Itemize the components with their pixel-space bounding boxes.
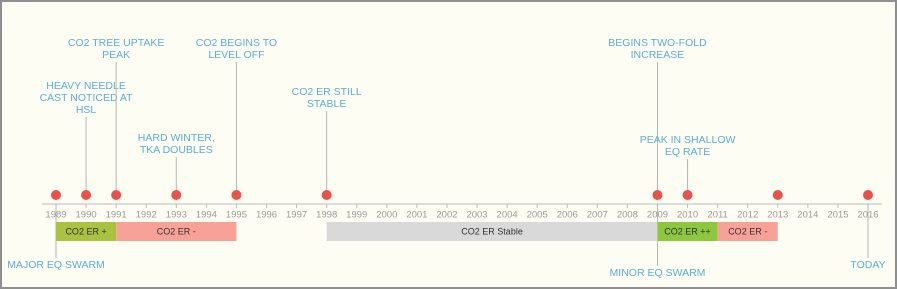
year-label: 1995 [226, 210, 247, 221]
year-label: 2013 [767, 210, 788, 221]
event-label: EQ RATE [665, 146, 710, 158]
year-label: 2004 [497, 210, 518, 221]
year-label: 1990 [76, 210, 97, 221]
period-label: CO2 ER ++ [664, 226, 711, 236]
event-label: TODAY [850, 259, 885, 271]
year-label: 1997 [286, 210, 307, 221]
event-label: HARD WINTER, [138, 132, 215, 144]
event-label: CO2 BEGINS TO [196, 37, 277, 49]
event-dot [772, 190, 783, 200]
period-label: CO2 ER - [728, 226, 767, 236]
year-label: 1999 [346, 210, 367, 221]
event-dot [111, 190, 122, 200]
event-label: BEGINS TWO-FOLD [608, 37, 707, 49]
event-label: MAJOR EQ SWARM [7, 259, 105, 271]
year-label: 2001 [406, 210, 427, 221]
event-label: PEAK [102, 49, 130, 61]
event-label: STABLE [307, 98, 347, 110]
event-dot [81, 190, 92, 200]
period-bar [326, 222, 658, 241]
year-label: 2000 [376, 210, 397, 221]
year-label: 1998 [316, 210, 337, 221]
event-dot [231, 190, 242, 200]
period-bar [56, 222, 117, 241]
period-label: CO2 ER Stable [461, 226, 523, 236]
year-label: 2015 [827, 210, 848, 221]
event-label: MINOR EQ SWARM [610, 267, 706, 279]
event-label: CO2 TREE UPTAKE [68, 37, 164, 49]
year-label: 2003 [466, 210, 487, 221]
event-dot [51, 190, 61, 200]
period-bar [116, 222, 237, 241]
period-label: CO2 ER + [65, 226, 106, 236]
year-label: 1993 [166, 210, 187, 221]
event-label: CAST NOTICED AT [40, 92, 134, 104]
event-dot [171, 190, 182, 200]
year-label: 2014 [797, 210, 818, 221]
event-label: CO2 ER STILL [292, 86, 362, 98]
event-dot [321, 190, 332, 200]
year-label: 1996 [256, 210, 277, 221]
year-label: 2002 [436, 210, 457, 221]
year-label: 2012 [737, 210, 758, 221]
year-label: 2005 [527, 210, 548, 221]
year-label: 2007 [587, 210, 608, 221]
event-label: HSL [76, 104, 97, 116]
year-label: 1992 [136, 210, 157, 221]
event-label: LEVEL OFF [208, 49, 264, 61]
year-label: 1994 [196, 210, 217, 221]
event-label: TKA DOUBLES [140, 144, 213, 156]
event-label: INCREASE [631, 49, 685, 61]
year-label: 2006 [557, 210, 578, 221]
period-bar [717, 222, 778, 241]
event-label: HEAVY NEEDLE [46, 80, 126, 92]
year-label: 2010 [677, 210, 698, 221]
year-label: 2008 [617, 210, 638, 221]
event-dot [863, 190, 873, 200]
year-label: 2011 [707, 210, 727, 221]
event-label: PEAK IN SHALLOW [640, 134, 736, 146]
year-label: 1991 [106, 210, 127, 221]
event-dot [652, 190, 663, 200]
period-bar [657, 222, 718, 241]
period-label: CO2 ER - [157, 226, 196, 236]
event-dot [682, 190, 693, 200]
